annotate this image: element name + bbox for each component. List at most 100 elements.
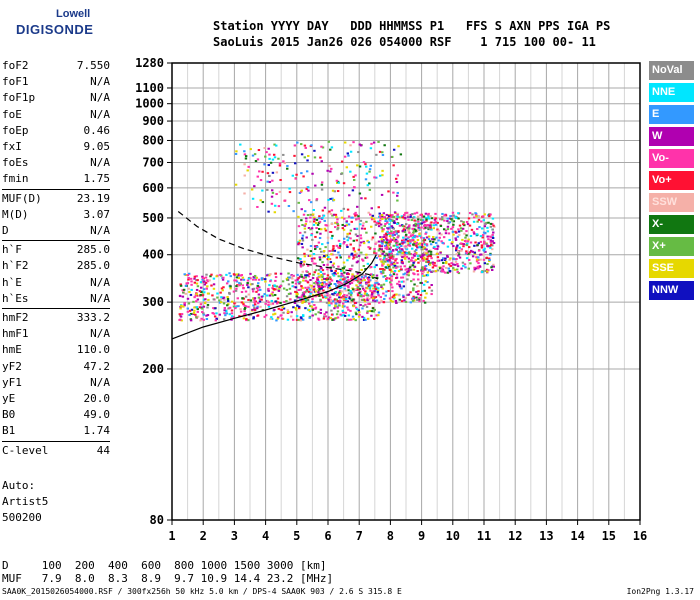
echo-point (414, 222, 417, 225)
echo-point (439, 251, 442, 254)
echo-point (484, 269, 487, 272)
echo-point (189, 319, 193, 322)
echo-point (301, 301, 304, 304)
echo-point (388, 232, 391, 235)
echo-point (268, 284, 271, 287)
echo-point (409, 213, 413, 216)
echo-point (423, 274, 426, 277)
echo-point (295, 291, 298, 294)
echo-point (418, 242, 422, 245)
echo-point (437, 259, 441, 262)
echo-point (247, 319, 250, 322)
echo-point (196, 310, 199, 313)
echo-point (285, 300, 288, 303)
echo-point (236, 297, 239, 300)
echo-point (311, 308, 315, 311)
echo-point (206, 314, 210, 317)
echo-point (433, 216, 436, 219)
echo-point (400, 300, 404, 303)
echo-point (278, 162, 282, 165)
echo-point (295, 173, 298, 176)
echo-point (181, 289, 184, 292)
param-label: yF1 (2, 375, 22, 389)
echo-point (403, 230, 407, 233)
echo-point (300, 143, 303, 146)
echo-point (342, 295, 345, 298)
echo-point (392, 148, 396, 151)
echo-point (313, 156, 317, 159)
echo-point (253, 308, 257, 311)
y-tick-label: 600 (142, 181, 164, 195)
echo-point (444, 229, 448, 232)
echo-point (421, 257, 424, 260)
echo-point (206, 303, 210, 306)
echo-point (475, 256, 478, 259)
echo-point (407, 236, 410, 239)
echo-point (301, 314, 305, 317)
echo-point (350, 281, 354, 284)
echo-point (428, 263, 432, 266)
echo-point (417, 226, 420, 229)
echo-point (328, 276, 332, 279)
echo-point (293, 302, 297, 305)
echo-point (371, 276, 375, 279)
echo-point (253, 274, 257, 277)
echo-point (423, 268, 427, 271)
echo-point (235, 285, 238, 288)
echo-point (352, 175, 355, 178)
echo-point (319, 299, 322, 302)
echo-point (235, 150, 238, 153)
echo-point (387, 265, 391, 268)
echo-point (346, 232, 349, 235)
echo-point (408, 239, 412, 242)
echo-point (427, 215, 430, 218)
echo-point (412, 268, 416, 271)
echo-point (384, 223, 387, 226)
echo-point (327, 301, 330, 304)
echo-point (285, 295, 289, 298)
echo-point (425, 244, 429, 247)
echo-point (352, 248, 356, 251)
echo-point (304, 300, 308, 303)
echo-point (387, 217, 390, 220)
echo-point (389, 219, 392, 222)
echo-point (441, 257, 445, 260)
echo-point (370, 291, 374, 294)
echo-point (295, 295, 298, 298)
echo-point (408, 224, 411, 227)
echo-point (425, 253, 429, 256)
echo-point (380, 216, 384, 219)
echo-point (400, 268, 403, 271)
echo-point (446, 217, 449, 220)
echo-point (413, 212, 417, 215)
echo-point (457, 230, 461, 233)
echo-point (181, 295, 185, 298)
echo-point (258, 300, 262, 303)
echo-point (279, 284, 282, 287)
echo-point (321, 256, 324, 259)
echo-point (212, 287, 216, 290)
echo-point (402, 296, 405, 299)
echo-point (367, 297, 371, 300)
echo-point (374, 287, 378, 290)
echo-point (385, 278, 388, 281)
echo-point (418, 233, 421, 236)
echo-point (303, 227, 307, 230)
echo-point (239, 308, 242, 311)
echo-point (380, 272, 383, 275)
echo-point (464, 236, 467, 239)
echo-point (390, 261, 393, 264)
echo-point (458, 224, 462, 227)
echo-point (437, 239, 440, 242)
echo-point (373, 251, 376, 254)
echo-point (347, 223, 351, 226)
echo-point (365, 287, 369, 290)
echo-point (431, 263, 435, 266)
echo-point (353, 275, 357, 278)
echo-point (239, 207, 242, 210)
echo-point (286, 164, 289, 167)
echo-point (349, 150, 353, 153)
echo-point (390, 252, 393, 255)
echo-point (286, 309, 289, 312)
echo-point (435, 223, 438, 226)
